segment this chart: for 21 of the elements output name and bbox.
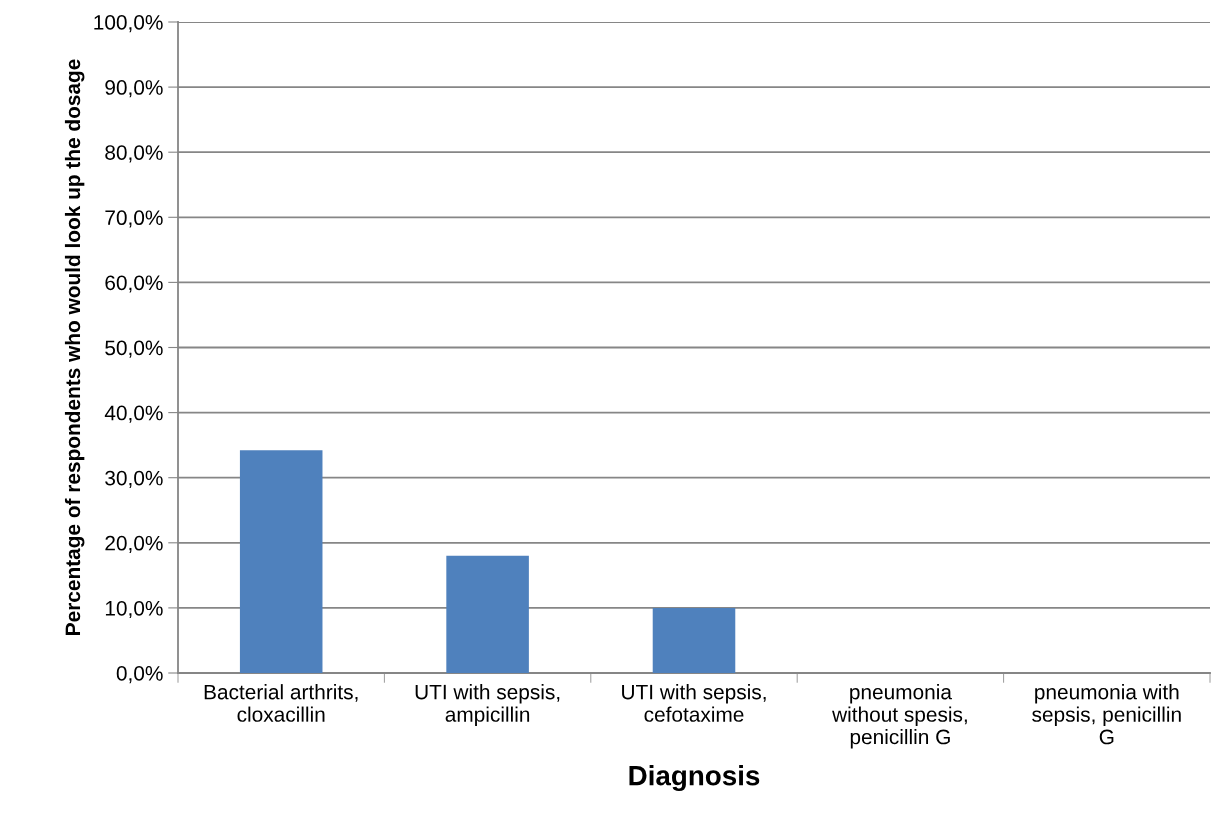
- bar: [446, 555, 529, 673]
- y-tick-label: 0,0%: [116, 666, 163, 684]
- x-tick-label: Bacterial arthrits, cloxacillin: [204, 684, 358, 722]
- x-tick-label: UTI with sepsis, cefotaxime: [622, 684, 766, 722]
- x-axis-title: Diagnosis: [629, 765, 760, 792]
- y-tick-label: 30,0%: [105, 470, 163, 488]
- y-tick-label: 50,0%: [105, 340, 163, 358]
- y-tick-label: 20,0%: [105, 535, 163, 554]
- x-tick-label: pneumonia without spesis, penicillin G: [832, 684, 967, 749]
- y-tick-label: 80,0%: [105, 145, 163, 163]
- y-tick-label: 60,0%: [105, 275, 163, 293]
- y-tick-label: 90,0%: [105, 80, 163, 98]
- y-tick-label: 70,0%: [105, 210, 163, 228]
- y-axis-title: Percentage of respondents who would look up the dosage: [64, 59, 85, 635]
- bar: [652, 607, 736, 673]
- x-tick-label: pneumonia with sepsis, penicillin G: [1032, 684, 1181, 745]
- x-tick-label: UTI with sepsis, ampicillin: [415, 684, 560, 726]
- y-tick-label: 100,0%: [94, 15, 163, 33]
- bar: [239, 450, 323, 673]
- y-tick-label: 40,0%: [104, 405, 163, 423]
- y-tick-label: 10,0%: [105, 600, 163, 619]
